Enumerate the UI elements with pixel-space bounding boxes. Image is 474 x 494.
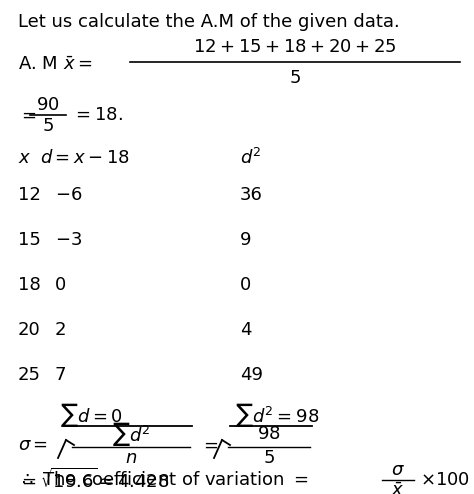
Text: $5$: $5$ — [263, 449, 275, 467]
Text: $\sigma =$: $\sigma =$ — [18, 436, 48, 454]
Text: 4: 4 — [240, 321, 252, 339]
Text: $\sigma$: $\sigma$ — [391, 461, 405, 479]
Text: $5$: $5$ — [42, 117, 54, 135]
Text: 25: 25 — [18, 366, 41, 384]
Text: $d^2$: $d^2$ — [240, 148, 262, 168]
Text: $= 18.$: $= 18.$ — [72, 106, 123, 124]
Text: $\bar{x}$: $\bar{x}$ — [392, 482, 405, 494]
Text: 49: 49 — [240, 366, 263, 384]
Text: $x$: $x$ — [18, 149, 31, 167]
Text: $\sum d = 0$: $\sum d = 0$ — [60, 401, 123, 429]
Text: 18: 18 — [18, 276, 41, 294]
Text: $12 + 15 + 18 + 20 + 25$: $12 + 15 + 18 + 20 + 25$ — [193, 38, 397, 56]
Text: $=$: $=$ — [200, 436, 219, 454]
Text: $98$: $98$ — [257, 425, 281, 443]
Text: 36: 36 — [240, 186, 263, 204]
Text: $5$: $5$ — [289, 69, 301, 87]
Text: $d = x - 18$: $d = x - 18$ — [40, 149, 130, 167]
Text: 0: 0 — [55, 276, 66, 294]
Text: 20: 20 — [18, 321, 41, 339]
Text: $-6$: $-6$ — [55, 186, 82, 204]
Text: 15: 15 — [18, 231, 41, 249]
Text: 2: 2 — [55, 321, 66, 339]
Text: $= \sqrt{19.6} \simeq 4.428$: $= \sqrt{19.6} \simeq 4.428$ — [18, 468, 170, 492]
Text: 12: 12 — [18, 186, 41, 204]
Text: Let us calculate the A.M of the given data.: Let us calculate the A.M of the given da… — [18, 13, 400, 31]
Text: $=$: $=$ — [18, 106, 36, 124]
Text: A. M $\bar{x} =$: A. M $\bar{x} =$ — [18, 56, 92, 74]
Text: 9: 9 — [240, 231, 252, 249]
Text: $\therefore$ The coefficient of variation $=$: $\therefore$ The coefficient of variatio… — [18, 471, 308, 489]
Text: $-3$: $-3$ — [55, 231, 82, 249]
Text: $n$: $n$ — [125, 449, 137, 467]
Text: 7: 7 — [55, 366, 66, 384]
Text: $\sum d^2$: $\sum d^2$ — [112, 420, 150, 448]
Text: $\sum d^2 = 98$: $\sum d^2 = 98$ — [235, 401, 319, 429]
Text: $\times 100$: $\times 100$ — [420, 471, 470, 489]
Text: 0: 0 — [240, 276, 251, 294]
Text: $90$: $90$ — [36, 96, 60, 114]
